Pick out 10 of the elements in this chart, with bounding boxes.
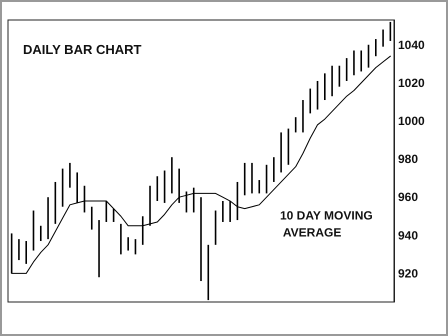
line-series	[11, 56, 391, 274]
y-tick-label: 1040	[398, 38, 426, 52]
y-tick-label: 1020	[398, 76, 426, 90]
y-tick-label: 940	[398, 228, 418, 242]
y-tick-label: 920	[398, 266, 418, 280]
y-tick-label: 980	[398, 152, 418, 166]
y-tick-label: 960	[398, 190, 418, 204]
text: DAILY BAR CHART	[23, 42, 142, 57]
y-tick-label: 1000	[398, 114, 426, 128]
annotation: 10 DAY MOVING AVERAGE	[280, 208, 373, 240]
